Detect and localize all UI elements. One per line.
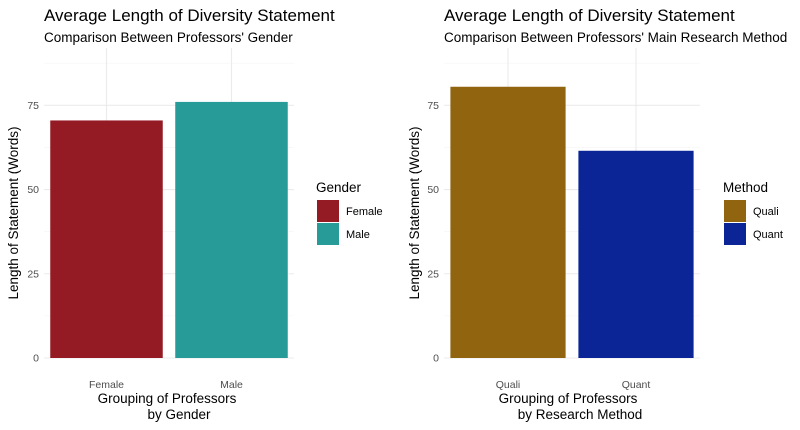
p2-y-axis-title: Length of Statement (Words) bbox=[407, 126, 422, 299]
p1-y-axis-title: Length of Statement (Words) bbox=[6, 126, 21, 299]
p2-subtitle: Comparison Between Professors' Main Rese… bbox=[444, 30, 787, 45]
p1-title: Average Length of Diversity Statement bbox=[44, 6, 335, 25]
p1-y-tick-label: 50 bbox=[27, 184, 39, 196]
p1-legend-key-male bbox=[317, 223, 339, 245]
p2-bar-quali bbox=[450, 86, 566, 358]
p2-x-axis-title-line-1: Grouping of Professors bbox=[499, 391, 638, 406]
p1-bar-female bbox=[50, 120, 163, 359]
p2-x-axis-title-line-2: by Research Method bbox=[518, 407, 643, 422]
p1-legend-label: Male bbox=[346, 229, 370, 241]
p1-y-tick-label: 25 bbox=[27, 268, 39, 280]
p2-legend-title: Method bbox=[723, 180, 768, 195]
p1-legend-title: Gender bbox=[316, 180, 362, 195]
p1-bar-male bbox=[175, 101, 288, 359]
p1-y-tick-label: 0 bbox=[33, 353, 39, 365]
p2-legend-label: Quali bbox=[753, 206, 779, 218]
p2-y-tick-label: 0 bbox=[433, 353, 439, 365]
p1-subtitle: Comparison Between Professors' Gender bbox=[44, 30, 293, 45]
p1-x-tick-label: Male bbox=[220, 379, 243, 391]
p2-legend-label: Quant bbox=[753, 229, 783, 241]
p2-y-tick-label: 50 bbox=[427, 184, 439, 196]
p1-x-axis-title-line-2: by Gender bbox=[147, 407, 211, 422]
p2-legend-key-quali bbox=[724, 200, 746, 222]
p1-legend-label: Female bbox=[346, 206, 383, 218]
p1-y-tick-label: 75 bbox=[27, 100, 39, 112]
p2-title: Average Length of Diversity Statement bbox=[444, 6, 735, 25]
p1-legend-key-female bbox=[317, 200, 339, 222]
p2-x-tick-label: Quali bbox=[496, 379, 521, 391]
p2-legend-key-quant bbox=[724, 223, 746, 245]
p2-x-tick-label: Quant bbox=[622, 379, 651, 391]
p1-x-tick-label: Female bbox=[89, 379, 124, 391]
p1-x-axis-title-line-1: Grouping of Professors bbox=[98, 391, 237, 406]
p2-bar-quant bbox=[578, 150, 694, 358]
p2-y-tick-label: 25 bbox=[427, 268, 439, 280]
p2-y-tick-label: 75 bbox=[427, 100, 439, 112]
